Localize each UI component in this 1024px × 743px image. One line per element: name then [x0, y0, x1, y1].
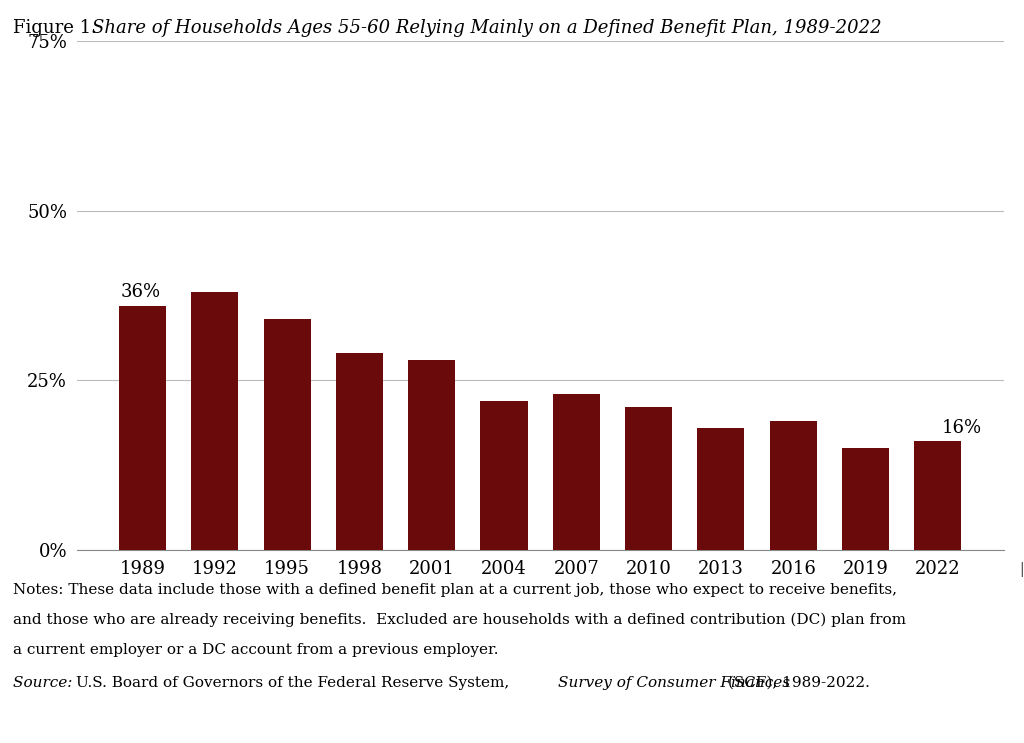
- Bar: [409, 360, 456, 550]
- Text: Figure 1.: Figure 1.: [13, 19, 103, 37]
- Bar: [842, 448, 889, 550]
- Bar: [625, 407, 672, 550]
- Text: Notes: These data include those with a defined benefit plan at a current job, th: Notes: These data include those with a d…: [13, 583, 897, 597]
- Bar: [263, 319, 310, 550]
- Text: a current employer or a DC account from a previous employer.: a current employer or a DC account from …: [13, 643, 499, 657]
- Bar: [914, 441, 962, 550]
- Text: Source:: Source:: [13, 676, 78, 690]
- Text: and those who are already receiving benefits.  Excluded are households with a de: and those who are already receiving bene…: [13, 613, 906, 627]
- Bar: [697, 428, 744, 550]
- Text: Share of Households Ages 55-60 Relying Mainly on a Defined Benefit Plan, 1989-20: Share of Households Ages 55-60 Relying M…: [92, 19, 882, 37]
- Text: U.S. Board of Governors of the Federal Reserve System,: U.S. Board of Governors of the Federal R…: [76, 676, 514, 690]
- Bar: [119, 305, 166, 550]
- Bar: [336, 353, 383, 550]
- Bar: [770, 421, 817, 550]
- Bar: [480, 400, 527, 550]
- Text: |: |: [1019, 562, 1024, 577]
- Text: 36%: 36%: [121, 283, 161, 302]
- Bar: [191, 292, 239, 550]
- Text: (SCF), 1989-2022.: (SCF), 1989-2022.: [723, 676, 869, 690]
- Bar: [553, 394, 600, 550]
- Text: 16%: 16%: [942, 419, 982, 437]
- Text: Survey of Consumer Finances: Survey of Consumer Finances: [558, 676, 791, 690]
